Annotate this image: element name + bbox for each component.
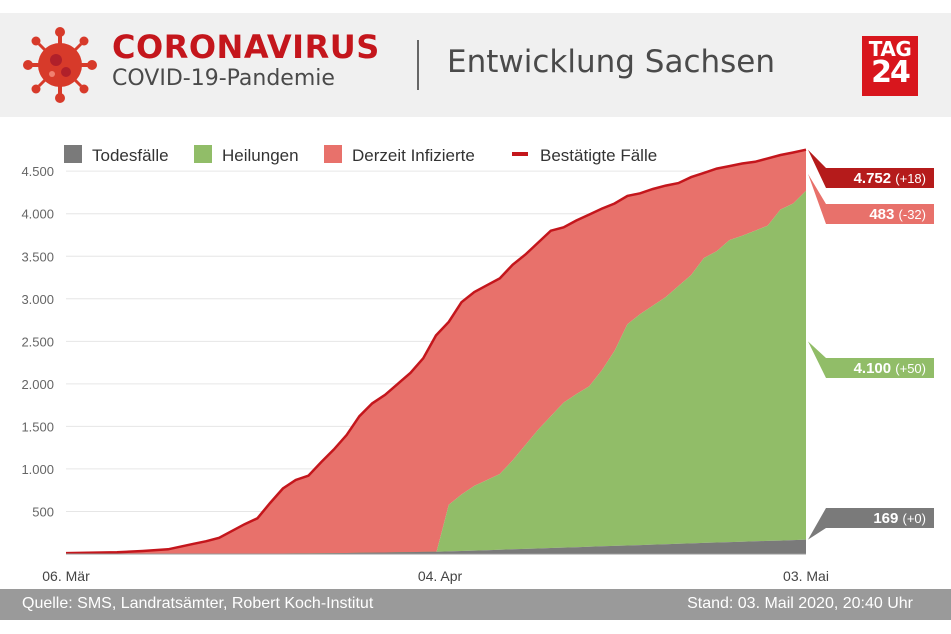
coronavirus-icon [23,27,97,103]
logo-text-bottom: 24 [871,55,911,90]
recovered-area [66,190,806,555]
header-divider [417,40,419,90]
y-tick-label: 4.000 [21,207,54,222]
x-tick-label: 04. Apr [418,568,463,584]
y-tick-label: 2.500 [21,334,54,349]
tag24-logo: TAG 24 [862,36,918,96]
stand-text: Stand: 03. Mail 2020, 20:40 Uhr [687,595,913,612]
page-subtitle: COVID-19-Pandemie [112,66,335,91]
end-label-text: 4.752 (+18) [854,170,926,187]
y-tick-label: 2.000 [21,377,54,392]
end-label-tag [808,149,934,188]
legend-swatch [512,152,528,156]
footer-bar: Quelle: SMS, Landratsämter, Robert Koch-… [0,589,951,620]
end-label-text: 483 (-32) [869,206,926,223]
end-label-text: 4.100 (+50) [854,360,926,377]
end-label-tag [808,341,934,378]
header-band [0,13,951,117]
y-tick-label: 500 [32,504,54,519]
y-tick-label: 1.000 [21,462,54,477]
region-title: Entwicklung Sachsen [447,44,776,80]
y-tick-label: 4.500 [21,164,54,179]
legend-swatch [194,145,212,163]
logo-text-top: TAG [868,37,912,61]
y-tick-label: 3.500 [21,249,54,264]
legend-swatch [324,145,342,163]
end-label-tag [808,508,934,540]
page-title: CORONAVIRUS [112,28,380,66]
covid-area-chart: 4.500 4.000 3.500 3.000 2.500 2.000 1.500 1.000… [21,145,934,584]
deaths-area [66,539,806,554]
legend-label: Heilungen [222,146,299,165]
source-text: Quelle: SMS, Landratsämter, Robert Koch-… [22,595,374,612]
infected-area [66,149,806,554]
x-tick-label: 03. Mai [783,568,829,584]
legend-label: Bestätigte Fälle [540,146,657,165]
y-tick-label: 1.500 [21,419,54,434]
end-label-tag [808,173,934,224]
legend-label: Derzeit Infizierte [352,146,475,165]
end-label-text: 169 (+0) [873,510,926,527]
confirmed-line [65,148,807,555]
legend-label: Todesfälle [92,146,169,165]
y-tick-label: 3.000 [21,292,54,307]
legend-swatch [64,145,82,163]
x-tick-label: 06. Mär [42,568,90,584]
